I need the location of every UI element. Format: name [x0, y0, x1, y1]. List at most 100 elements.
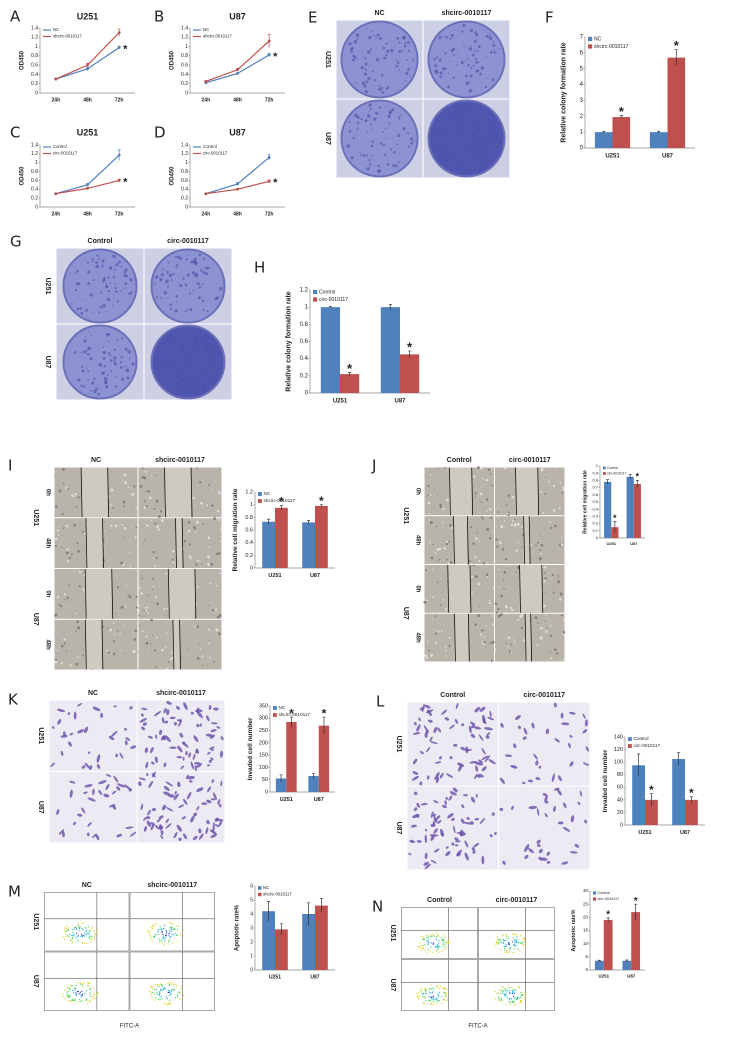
- invaded-cell: [453, 825, 456, 834]
- x-tick-label: 72h: [115, 97, 124, 103]
- cell-speck: [540, 657, 542, 659]
- y-tick-label: 0.2: [245, 553, 253, 559]
- colony: [444, 116, 446, 118]
- cell-speck: [156, 525, 160, 529]
- event-dot: [513, 997, 516, 999]
- row-label: U87: [395, 822, 402, 835]
- colony: [114, 265, 116, 267]
- event-dot: [174, 982, 176, 984]
- point: [267, 179, 271, 183]
- invaded-cell: [213, 707, 219, 711]
- event-dot: [498, 997, 500, 999]
- event-dot: [154, 934, 157, 936]
- cell-speck: [489, 642, 492, 645]
- legend-label: shcirc-0010117: [263, 892, 292, 897]
- cell-speck: [114, 634, 116, 636]
- event-dot: [512, 941, 514, 943]
- cell-speck: [62, 467, 65, 471]
- colony: [409, 137, 414, 141]
- event-dot: [170, 930, 172, 932]
- event-dot: [433, 1002, 435, 1004]
- colony: [399, 114, 402, 116]
- colony: [73, 350, 77, 354]
- cell-speck: [428, 649, 430, 652]
- invaded-cell: [460, 818, 465, 824]
- colony: [103, 364, 106, 368]
- colony: [398, 69, 400, 71]
- invaded-cell: [148, 780, 154, 789]
- colony: [461, 30, 464, 33]
- invaded-cell: [87, 797, 96, 802]
- cell-speck: [145, 505, 148, 508]
- event-dot: [428, 999, 430, 1001]
- cell-speck: [478, 560, 481, 563]
- event-dot: [91, 938, 93, 940]
- colony: [70, 302, 73, 305]
- colony: [439, 71, 443, 75]
- x-tick-label: 72h: [115, 211, 124, 217]
- colony: [219, 287, 223, 291]
- cell-speck: [507, 494, 511, 497]
- event-dot: [89, 982, 91, 985]
- event-dot: [154, 993, 156, 995]
- row-label: U251: [32, 913, 39, 930]
- event-dot: [93, 995, 95, 998]
- event-dot: [520, 999, 522, 1002]
- event-dot: [153, 988, 156, 990]
- cell-speck: [119, 632, 121, 634]
- event-dot: [523, 941, 525, 943]
- invaded-cell: [69, 732, 74, 736]
- colony: [382, 46, 386, 50]
- cell-speck: [505, 504, 508, 507]
- colony: [484, 85, 488, 89]
- event-dot: [160, 996, 162, 998]
- event-dot: [525, 992, 527, 994]
- colony: [115, 363, 117, 366]
- event-dot: [509, 991, 511, 993]
- cell-speck: [146, 594, 149, 597]
- y-tick-label: 6: [580, 50, 584, 56]
- event-dot: [514, 941, 516, 944]
- event-dot: [435, 999, 437, 1001]
- cell-speck: [474, 495, 476, 497]
- event-dot: [164, 937, 166, 939]
- panel-letter: H: [254, 259, 265, 277]
- event-dot: [423, 937, 425, 939]
- x-tick-label: U251: [605, 154, 620, 160]
- cell-speck: [503, 466, 507, 470]
- colony: [175, 352, 178, 355]
- invaded-cell: [194, 761, 200, 765]
- colony: [189, 308, 193, 312]
- invaded-cell: [155, 825, 160, 830]
- event-dot: [521, 938, 523, 940]
- invaded-cell: [196, 787, 204, 792]
- column-label: shcirc-0010117: [147, 882, 197, 889]
- event-dot: [495, 942, 497, 944]
- invaded-cell: [522, 781, 526, 785]
- invaded-cell: [561, 722, 570, 726]
- cell-speck: [510, 523, 514, 527]
- event-dot: [83, 942, 85, 944]
- colony: [80, 384, 83, 388]
- event-dot: [97, 991, 100, 993]
- colony: [124, 347, 128, 351]
- event-dot: [81, 934, 83, 936]
- cell-speck: [218, 572, 221, 575]
- cell-speck: [520, 626, 523, 630]
- event-dot: [77, 940, 79, 942]
- colony: [176, 300, 178, 302]
- event-dot: [68, 936, 70, 938]
- y-tick-label: 1: [35, 160, 38, 166]
- cell-speck: [491, 484, 494, 487]
- cell-speck: [143, 663, 145, 665]
- panel-letter: A: [10, 8, 21, 26]
- y-tick-label: 5: [250, 897, 253, 903]
- cell-speck: [151, 634, 154, 636]
- cell-speck: [445, 607, 447, 610]
- significance-mark: *: [347, 361, 353, 376]
- invaded-cell: [183, 702, 188, 710]
- invaded-cell: [470, 733, 476, 738]
- event-dot: [435, 938, 437, 940]
